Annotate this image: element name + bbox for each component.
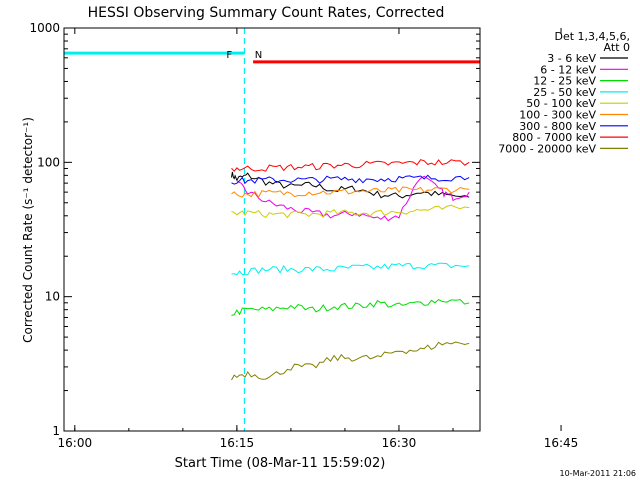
series-2 <box>231 299 470 316</box>
x-tick-label: 16:45 <box>544 436 579 450</box>
series-4 <box>231 204 470 219</box>
x-tick-label: 16:30 <box>382 436 417 450</box>
legend-label-1: 6 - 12 keV <box>540 63 596 76</box>
x-tick-label: 16:15 <box>220 436 255 450</box>
legend-label-7: 800 - 7000 keV <box>512 131 596 144</box>
chart-title: HESSI Observing Summary Count Rates, Cor… <box>88 5 445 21</box>
legend-label-2: 12 - 25 keV <box>533 75 596 88</box>
footer-timestamp: 10-Mar-2011 21:06 <box>560 469 637 478</box>
axes: 16:0016:1516:3016:4517:0017:1517:3011010… <box>29 21 579 450</box>
legend-title-line1: Det 1,3,4,5,6, <box>554 30 630 43</box>
y-tick-label: 1 <box>52 424 60 438</box>
series-line-1-0 <box>236 175 470 222</box>
legend-label-3: 25 - 50 keV <box>533 86 596 99</box>
legend-label-5: 100 - 300 keV <box>519 109 596 122</box>
series-8 <box>231 341 470 381</box>
series-6 <box>231 174 470 185</box>
legend-title-line2: Att 0 <box>604 41 630 54</box>
annotation-f: F <box>226 50 232 61</box>
legend-label-6: 300 - 800 keV <box>519 120 596 133</box>
series-5 <box>231 186 470 199</box>
series-7 <box>231 159 470 172</box>
legend-label-8: 7000 - 20000 keV <box>498 142 596 155</box>
legend-label-0: 3 - 6 keV <box>547 52 596 65</box>
y-tick-label: 1000 <box>29 21 60 35</box>
y-axis-label: Corrected Count Rate (s⁻¹ detector⁻¹) <box>21 117 35 343</box>
annotation-n: N <box>255 50 262 61</box>
plot-frame <box>63 27 481 432</box>
legend-label-4: 50 - 100 keV <box>526 97 596 110</box>
series-0 <box>231 171 470 199</box>
series-line-6-0 <box>231 174 470 185</box>
series-line-5-0 <box>231 186 470 199</box>
series-1 <box>236 175 470 222</box>
series-line-3-0 <box>231 262 470 276</box>
x-tick-label: 16:00 <box>58 436 93 450</box>
series-line-0-0 <box>231 171 470 199</box>
y-tick-label: 10 <box>45 290 60 304</box>
x-axis-label: Start Time (08-Mar-11 15:59:02) <box>175 456 386 471</box>
annotation-s: S <box>509 50 515 61</box>
series-line-8-0 <box>231 341 470 381</box>
series-3 <box>231 262 470 276</box>
series-line-2-0 <box>231 299 470 316</box>
series-line-7-0 <box>231 159 470 172</box>
y-tick-label: 100 <box>37 155 60 169</box>
series-line-4-0 <box>231 204 470 219</box>
